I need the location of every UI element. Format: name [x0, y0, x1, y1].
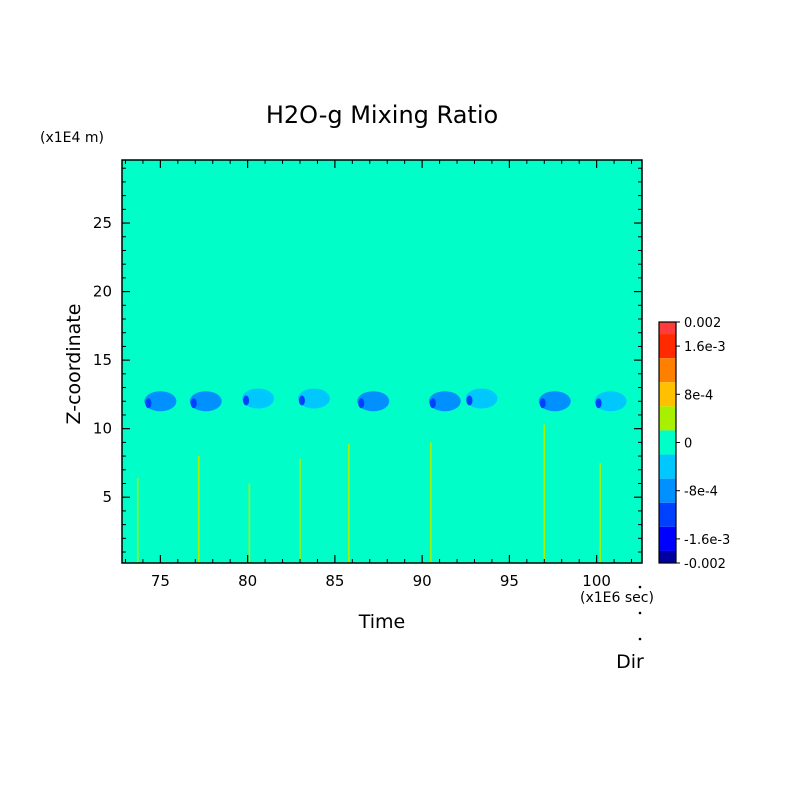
colorbar-label: -0.002: [684, 557, 726, 572]
negative-blob: [242, 388, 275, 409]
negative-blob: [428, 391, 461, 412]
x-tick-label: 100: [582, 572, 611, 590]
y-axis: 5 10 15 20 25: [93, 167, 642, 553]
negative-blob: [297, 388, 330, 409]
y-axis-unit: (x1E4 m): [40, 130, 104, 146]
x-tick-label: 80: [238, 572, 257, 590]
colorbar-band: [659, 478, 676, 503]
y-tick-label: 25: [93, 214, 112, 232]
colorbar-label: 8e-4: [684, 388, 713, 403]
plot-background: [122, 160, 642, 563]
colorbar-label: -1.6e-3: [684, 533, 730, 548]
x-tick-label: 95: [500, 572, 519, 590]
colorbar: 0.002 1.6e-3 8e-4 0 -8e-4 -1.6e-3 -0.002: [658, 316, 730, 572]
colorbar-band: [659, 502, 676, 527]
y-tick-label: 10: [93, 420, 112, 438]
negative-blob: [538, 391, 571, 412]
colorbar-band: [659, 322, 676, 335]
plot-frame: [121, 159, 643, 564]
y-tick-label: 15: [93, 351, 112, 369]
x-axis-unit: (x1E6 sec): [580, 590, 654, 606]
y-axis-label: Z-coordinate: [63, 304, 85, 425]
colorbar-band: [659, 334, 676, 359]
colorbar-label: 1.6e-3: [684, 340, 726, 355]
x-tick-label: 75: [151, 572, 170, 590]
colorbar-band: [659, 526, 676, 551]
colorbar-label: 0: [684, 437, 692, 452]
chart-title: H2O-g Mixing Ratio: [266, 101, 498, 129]
colorbar-band: [659, 382, 676, 407]
colorbar-label: 0.002: [684, 316, 721, 331]
direction-marks: [638, 585, 642, 641]
y-tick-label: 20: [93, 283, 112, 301]
negative-blob: [144, 391, 177, 412]
x-axis-label: Time: [358, 611, 406, 633]
colorbar-label: -8e-4: [684, 485, 718, 500]
colorbar-band: [659, 358, 676, 383]
y-tick-label: 5: [102, 488, 112, 506]
negative-blob: [465, 388, 498, 409]
negative-blob: [189, 391, 222, 412]
plot-area: [121, 159, 643, 564]
colorbar-band: [659, 550, 676, 563]
dir-label: Dir: [616, 651, 644, 673]
x-axis: 75 80 85 90 95 100: [124, 160, 633, 590]
x-tick-label: 90: [413, 572, 432, 590]
negative-blob: [594, 391, 627, 412]
x-tick-label: 85: [325, 572, 344, 590]
colorbar-band: [659, 406, 676, 431]
negative-blob: [357, 391, 390, 412]
colorbar-band: [659, 430, 676, 455]
colorbar-band: [659, 454, 676, 479]
